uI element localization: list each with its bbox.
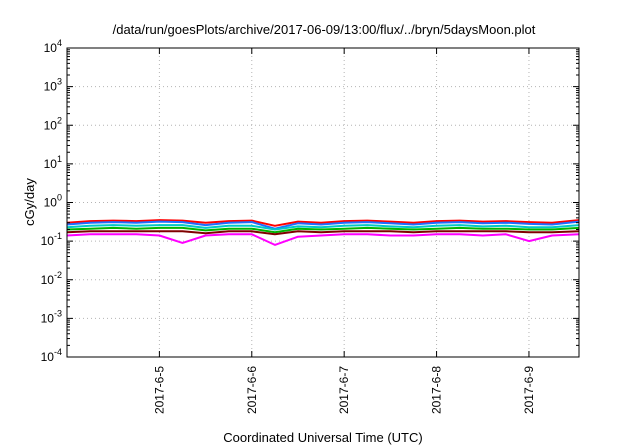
y-tick-label: 102 [44,115,62,132]
y-tick-label: 100 [44,193,62,210]
x-tick-label: 2017-6-6 [245,366,259,414]
series-line-5 [66,230,580,236]
series-line-3 [66,224,580,231]
y-tick-label: 10-1 [41,231,62,248]
x-tick-label: 2017-6-8 [430,366,444,414]
y-axis: 10-4 10-3 10-2 10-1 100 101 102 103 104 [41,38,579,364]
x-tick-label: 2017-6-9 [522,366,536,414]
y-tick-label: 10-4 [41,347,62,364]
series-line-4 [66,226,580,234]
y-tick-label: 103 [44,77,62,94]
y-axis-label: cGy/day [22,178,37,226]
x-tick-label: 2017-6-7 [337,366,351,414]
series-line-2 [66,220,580,230]
grid-lines [67,48,579,357]
y-tick-label: 104 [44,38,62,55]
x-tick-label: 2017-6-5 [152,366,166,414]
x-axis: 2017-6-5 2017-6-6 2017-6-7 2017-6-8 2017-6-9 [152,48,536,414]
y-tick-label: 10-2 [41,270,62,287]
y-tick-label: 10-3 [41,308,62,325]
x-axis-label: Coordinated Universal Time (UTC) [223,430,422,445]
series-line-1 [66,219,580,227]
series-group [66,219,580,246]
y-tick-label: 101 [44,154,62,171]
chart-title: /data/run/goesPlots/archive/2017-06-09/1… [113,22,536,37]
series-line-6 [66,233,580,246]
